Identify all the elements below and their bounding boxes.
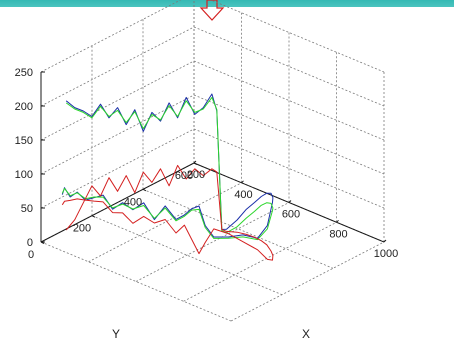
grid-lines <box>40 0 385 322</box>
y-axis-line <box>40 162 195 243</box>
z-tick-label: 250 <box>15 67 33 79</box>
grid-line <box>40 60 195 141</box>
series-group <box>61 93 274 261</box>
z-tick-label: 0 <box>27 237 33 249</box>
grid-line <box>88 182 242 263</box>
y-tick-label: 200 <box>73 223 91 235</box>
y-tick-mark <box>193 162 198 165</box>
grid-line <box>135 202 290 282</box>
grid-line <box>183 221 337 302</box>
y-tick-label: 600 <box>175 170 193 182</box>
top-banner <box>0 0 454 7</box>
y-tick-mark <box>40 241 45 244</box>
grid-line <box>40 128 195 209</box>
z-tick-label: 150 <box>15 135 33 147</box>
down-arrow-icon <box>199 0 225 21</box>
x-tick-mark <box>336 219 339 223</box>
x-tick-label: 800 <box>329 228 347 240</box>
y-tick-mark <box>142 188 147 192</box>
grid-line <box>40 26 195 107</box>
x-tick-mark <box>193 160 197 164</box>
y-tick-label: 400 <box>124 196 142 208</box>
grid-line <box>40 0 182 73</box>
x-tick-mark <box>383 239 387 243</box>
x-tick-label: 400 <box>234 189 252 201</box>
x-axis-label: X <box>302 327 310 341</box>
z-tick-label: 200 <box>15 101 33 113</box>
x-tick-mark <box>241 180 244 184</box>
y-axis-label: Y <box>112 327 120 341</box>
x-tick-label: 200 <box>187 169 205 181</box>
x-tick-label: 600 <box>282 209 300 221</box>
tick-labels: 0501001502002500200400600200400600800100… <box>15 67 399 261</box>
axis-box <box>40 71 387 244</box>
series-line <box>61 96 274 241</box>
series-line <box>61 164 274 261</box>
grid-line <box>230 241 385 322</box>
z-tick-label: 50 <box>21 203 33 215</box>
x-tick-mark <box>288 200 292 203</box>
y-tick-mark <box>91 215 96 218</box>
x-tick-label: 1000 <box>374 248 398 260</box>
grid-line <box>142 188 334 269</box>
y-tick-label: 0 <box>28 249 34 261</box>
grid-line <box>40 94 195 175</box>
z-tick-label: 100 <box>15 169 33 181</box>
